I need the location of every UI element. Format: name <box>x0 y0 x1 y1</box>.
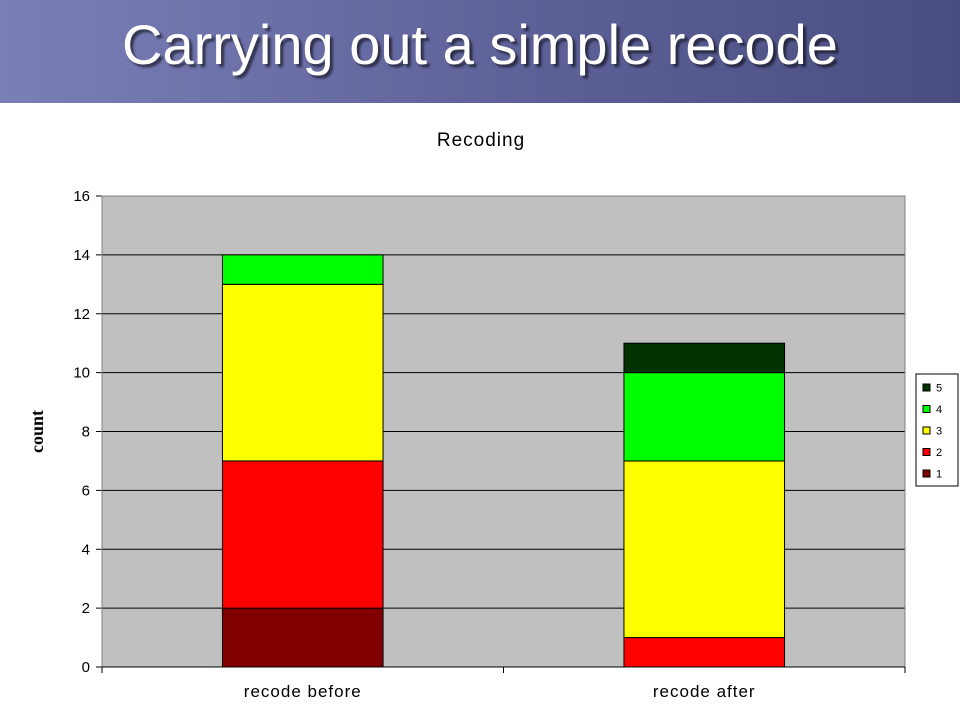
y-tick-label: 2 <box>82 600 90 617</box>
legend-label: 1 <box>936 469 942 481</box>
y-tick-label: 8 <box>82 424 90 441</box>
y-axis-label: count <box>27 410 47 453</box>
y-tick-label: 0 <box>82 659 90 676</box>
legend-swatch <box>922 383 931 392</box>
bar-segment-series-5 <box>623 342 786 374</box>
y-tick-label: 10 <box>73 365 90 382</box>
bar-segment-series-1 <box>221 607 384 668</box>
legend-label: 4 <box>936 404 942 416</box>
legend-label: 3 <box>936 426 942 438</box>
legend-label: 5 <box>936 383 942 395</box>
slide-header <box>0 0 960 103</box>
legend: 5 4 3 2 1 <box>915 373 959 487</box>
bar-segment-series-3 <box>221 283 384 462</box>
slide-title: Carrying out a simple recode <box>122 13 838 76</box>
legend-swatch <box>922 448 931 456</box>
bar-segment-series-4 <box>221 254 384 285</box>
bar-segment-series-3 <box>623 460 786 639</box>
legend-swatch <box>922 405 931 413</box>
y-tick-label: 12 <box>73 306 90 323</box>
x-category-label: recode after <box>653 682 756 701</box>
bar-segment-series-4 <box>623 372 786 462</box>
bar-segment-series-2 <box>221 460 384 609</box>
legend-label: 2 <box>936 447 942 459</box>
legend-swatch <box>922 469 931 478</box>
legend-swatch <box>922 426 931 435</box>
y-tick-label: 16 <box>73 188 90 205</box>
x-category-label: recode before <box>244 682 362 701</box>
y-tick-label: 14 <box>73 247 90 264</box>
plot-area: 0 2 4 6 8 10 12 14 16 recode before recode after <box>73 188 906 701</box>
y-tick-label: 6 <box>82 482 90 499</box>
chart-title: Recoding <box>437 130 525 151</box>
y-tick-label: 4 <box>82 541 90 558</box>
bar-segment-series-2 <box>623 637 786 668</box>
